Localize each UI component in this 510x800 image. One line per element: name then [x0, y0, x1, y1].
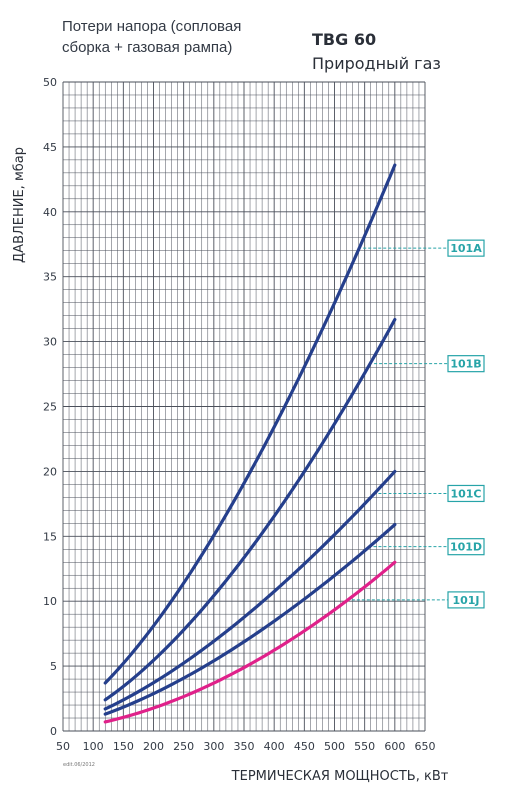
- series-line-101j: [103, 560, 397, 724]
- x-tick-label: 450: [294, 740, 315, 753]
- y-tick-label: 35: [43, 271, 57, 284]
- y-tick-label: 10: [43, 595, 57, 608]
- y-tick-label: 20: [43, 465, 57, 478]
- label-box-101c: [447, 484, 485, 503]
- footnote: edit.06/2012: [63, 762, 95, 768]
- chart-marks: 101A 101B 101C 101D 101J: [103, 163, 485, 724]
- x-tick-label: 500: [324, 740, 345, 753]
- subtitle-line-2: сборка + газовая рампа): [62, 39, 233, 56]
- series-label-101j: 101J: [452, 594, 479, 607]
- label-box-101j: [447, 591, 485, 609]
- series-label-101a: 101A: [450, 242, 482, 255]
- x-tick-label: 50: [56, 740, 70, 753]
- x-tick-label: 650: [415, 740, 436, 753]
- label-box-101a: [447, 239, 485, 257]
- y-tick-label: 0: [50, 725, 57, 738]
- x-tick-label: 600: [384, 740, 405, 753]
- y-axis-label: ДАВЛЕНИЕ, мбар: [12, 147, 27, 263]
- series-label-101b: 101B: [450, 358, 481, 371]
- chart-ticks: 50 100 150 200 250 300 350 400 450 500 550 600 65005…: [43, 76, 436, 753]
- x-tick-label: 200: [143, 740, 164, 753]
- y-tick-label: 30: [43, 336, 57, 349]
- x-tick-label: 100: [83, 740, 104, 753]
- label-box-101d: [447, 538, 485, 556]
- label-box-101b: [447, 355, 485, 373]
- series-label-101d: 101D: [450, 541, 482, 554]
- series-line-101c: [103, 469, 397, 711]
- x-tick-label: 300: [203, 740, 224, 753]
- fuel-title: Природный газ: [312, 54, 441, 73]
- x-tick-label: 350: [234, 740, 255, 753]
- x-tick-label: 250: [173, 740, 194, 753]
- chart-grid: [62, 81, 426, 732]
- model-title: TBG 60: [312, 30, 377, 49]
- x-tick-label: 400: [264, 740, 285, 753]
- y-tick-label: 5: [50, 660, 57, 673]
- y-tick-label: 45: [43, 141, 57, 154]
- subtitle-line-1: Потери напора (сопловая: [62, 18, 242, 35]
- x-axis-label: ТЕРМИЧЕСКАЯ МОЩНОСТЬ, кВт: [231, 769, 449, 784]
- series-line-101b: [103, 317, 397, 702]
- chart-subtitle: Потери напора (сопловая сборка + газовая…: [62, 16, 241, 58]
- y-tick-label: 15: [43, 530, 57, 543]
- x-tick-label: 550: [354, 740, 375, 753]
- y-tick-label: 40: [43, 206, 57, 219]
- y-tick-label: 25: [43, 401, 57, 414]
- y-tick-label: 50: [43, 76, 57, 89]
- series-line-101d: [103, 523, 397, 716]
- x-tick-label: 150: [113, 740, 134, 753]
- series-label-101c: 101C: [450, 487, 481, 500]
- series-line-101a: [103, 163, 397, 685]
